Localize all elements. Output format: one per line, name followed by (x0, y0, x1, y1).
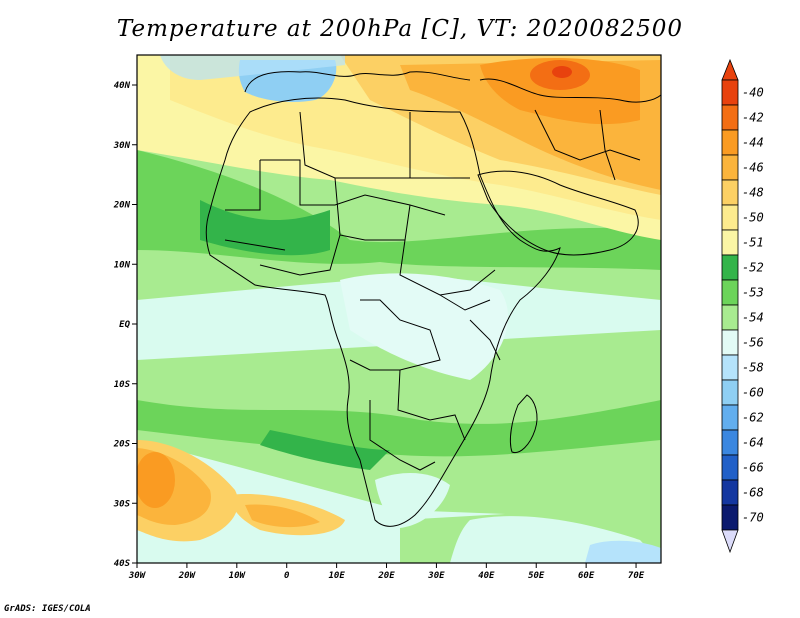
latitude-axis: 40N 30N 20N 10N EQ 10S 20S 30S 40S (113, 81, 137, 569)
colorbar-swatch (721, 429, 739, 456)
colorbar-label: -60 (742, 386, 764, 400)
colorbar-swatch (721, 354, 739, 381)
colorbar-label: -58 (742, 361, 764, 375)
coastlines (205, 71, 661, 527)
colorbar-top-arrow (721, 58, 739, 81)
colorbar-swatch (721, 229, 739, 256)
lat-tick-label: EQ (119, 320, 130, 330)
colorbar-label: -40 (742, 86, 764, 100)
longitude-axis: 30W 20W 10W 0 10E 20E 30E 40E 50E 60E 70E (128, 563, 645, 581)
lon-tick-label: 10W (229, 571, 247, 581)
colorbar-swatch (721, 504, 739, 531)
lon-tick-label: 40E (478, 571, 495, 581)
colorbar-label: -50 (742, 211, 764, 225)
lat-tick-label: 30S (113, 499, 131, 509)
temperature-field (137, 55, 661, 563)
lon-tick-label: 30E (427, 571, 445, 581)
colorbar-label: -64 (742, 436, 764, 450)
lon-tick-label: 30W (128, 571, 147, 581)
colorbar-swatch (721, 479, 739, 506)
colorbar-bottom-arrow (721, 529, 739, 554)
lon-tick-label: 10E (328, 571, 345, 581)
colorbar-swatch (721, 304, 739, 331)
colorbar-swatch (721, 129, 739, 156)
colorbar-swatch (721, 454, 739, 481)
colorbar-label: -54 (742, 311, 764, 325)
colorbar-label: -66 (742, 461, 764, 475)
colorbar-swatch (721, 79, 739, 106)
lon-tick-label: 50E (528, 571, 545, 581)
colorbar-swatch (721, 329, 739, 356)
lat-tick-label: 20S (113, 440, 131, 450)
lat-tick-label: 20N (113, 201, 131, 211)
lat-tick-label: 10S (114, 380, 131, 390)
colorbar-label: -53 (742, 286, 764, 300)
lat-tick-label: 40N (114, 81, 131, 91)
plot-frame (136, 54, 662, 564)
colorbar-label: -46 (742, 161, 764, 175)
colorbar-label: -70 (742, 511, 764, 525)
colorbar-swatch (721, 279, 739, 306)
colorbar-label: -62 (742, 411, 764, 425)
colorbar-label: -42 (742, 111, 764, 125)
lat-tick-label: 10N (114, 260, 131, 270)
colorbar-label: -68 (742, 486, 764, 500)
colorbar: -40 -42 -44 -46 -48 -50 -51 -52 -53 -54 -56 -58 -60 -… (721, 58, 764, 554)
lon-tick-label: 20E (377, 571, 395, 581)
colorbar-swatch (721, 404, 739, 431)
colorbar-label: -48 (742, 186, 764, 200)
lon-tick-label: 0 (284, 571, 290, 581)
colorbar-label: -51 (742, 236, 764, 250)
colorbar-label: -44 (742, 136, 764, 150)
lon-tick-label: 70E (628, 571, 645, 581)
colorbar-swatch (721, 179, 739, 206)
colorbar-label: -56 (742, 336, 764, 350)
lon-tick-label: 20W (178, 571, 197, 581)
colorbar-swatch (721, 379, 739, 406)
colorbar-swatch (721, 104, 739, 131)
colorbar-swatch (721, 204, 739, 231)
colorbar-swatch (721, 254, 739, 281)
lon-tick-label: 60E (578, 571, 595, 581)
lat-tick-label: 30N (113, 141, 131, 151)
colorbar-swatch (721, 154, 739, 181)
lat-tick-label: 40S (114, 559, 131, 569)
grads-credit: GrADS: IGES/COLA (4, 604, 91, 614)
colorbar-label: -52 (742, 261, 764, 275)
map-title: Temperature at 200hPa [C], VT: 202008250… (116, 16, 684, 42)
